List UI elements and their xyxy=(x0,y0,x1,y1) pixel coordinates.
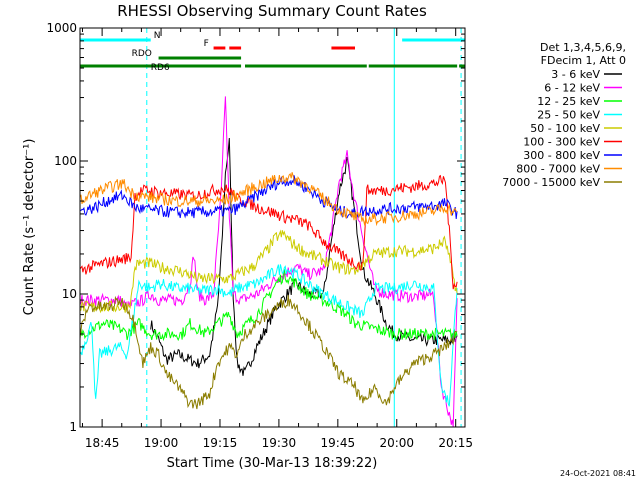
legend-label-0: 3 - 6 keV xyxy=(551,68,600,81)
legend-label-8: 7000 - 15000 keV xyxy=(502,176,600,189)
y-tick-label-0: 1 xyxy=(69,420,77,434)
x-tick-label-1: 19:00 xyxy=(144,436,179,450)
annotation-bars: N F RDO RD6 xyxy=(80,31,465,73)
y-tick-label-2: 100 xyxy=(54,154,77,168)
chart-title: RHESSI Observing Summary Count Rates xyxy=(117,2,427,20)
y-tick-label-1: 10 xyxy=(62,287,77,301)
legend-label-7: 800 - 7000 keV xyxy=(516,163,600,176)
y-tick-label-3: 1000 xyxy=(46,21,77,35)
legend-label-6: 300 - 800 keV xyxy=(523,149,600,162)
annotation-label-2: F xyxy=(204,39,209,49)
x-tick-label-0: 18:45 xyxy=(85,436,120,450)
series-layer xyxy=(79,96,458,428)
annotation-label-3: RDO xyxy=(132,49,152,59)
series-line-5 xyxy=(79,174,458,290)
x-tick-label-3: 19:30 xyxy=(262,436,297,450)
legend: Det 1,3,4,5,6,9,FDecim 1, Att 03 - 6 keV… xyxy=(502,41,626,189)
x-tick-label-4: 19:45 xyxy=(321,436,356,450)
plot-frame xyxy=(79,27,466,428)
legend-label-1: 6 - 12 keV xyxy=(544,82,600,95)
legend-label-5: 100 - 300 keV xyxy=(523,136,600,149)
series-line-0 xyxy=(150,137,458,376)
footer-timestamp: 24-Oct-2021 08:41 xyxy=(560,469,636,478)
legend-label-4: 50 - 100 keV xyxy=(530,122,600,135)
series-line-8 xyxy=(79,294,458,410)
series-line-1 xyxy=(79,96,458,428)
series-line-2 xyxy=(79,268,458,342)
x-tick-label-2: 19:15 xyxy=(203,436,238,450)
x-tick-label-5: 20:00 xyxy=(379,436,414,450)
series-line-4 xyxy=(79,229,458,314)
legend-header-0: Det 1,3,4,5,6,9, xyxy=(540,41,626,54)
legend-label-2: 12 - 25 keV xyxy=(537,95,600,108)
x-axis-label: Start Time (30-Mar-13 18:39:22) xyxy=(167,456,378,471)
x-tick-label-6: 20:15 xyxy=(438,436,473,450)
legend-header-1: FDecim 1, Att 0 xyxy=(541,54,626,67)
annotation-label-4: RD6 xyxy=(151,63,170,73)
annotation-label-0: N xyxy=(154,31,161,41)
legend-label-3: 25 - 50 keV xyxy=(537,109,600,122)
axis-ticks: 1 10 100 1000 18:45 19:00 19:15 19:30 19:45 20:00… xyxy=(46,21,473,450)
series-line-3 xyxy=(79,264,458,407)
y-axis-label: Count Rate (s⁻¹ detector⁻¹) xyxy=(22,139,37,316)
series-line-7 xyxy=(79,172,458,227)
series-line-6 xyxy=(80,175,458,221)
